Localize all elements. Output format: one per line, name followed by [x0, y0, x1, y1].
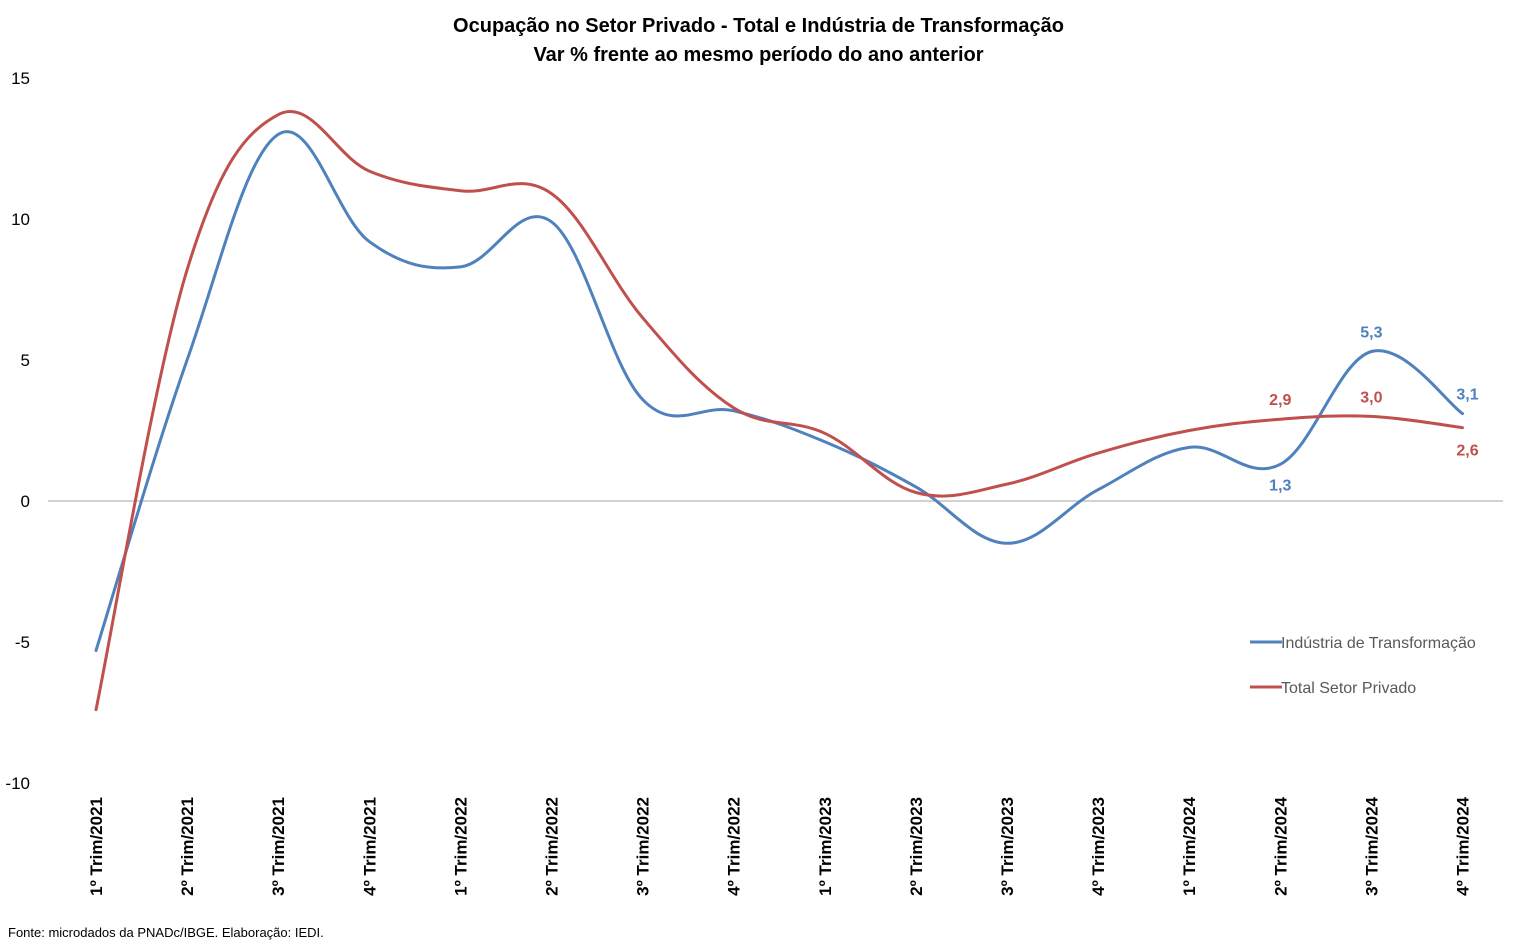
legend: Indústria de Transformação Total Setor Pr… — [1250, 635, 1476, 697]
x-tick-label: 2º Trim/2023 — [907, 797, 926, 896]
series-line-2 — [94, 110, 1464, 712]
y-tick-label: 10 — [11, 210, 30, 229]
x-tick-label: 4º Trim/2021 — [360, 797, 379, 896]
x-tick-label: 4º Trim/2024 — [1454, 796, 1473, 895]
x-tick-label: 4º Trim/2023 — [1089, 797, 1108, 896]
x-tick-label: 3º Trim/2024 — [1362, 796, 1381, 895]
x-tick-label: 1º Trim/2024 — [1180, 796, 1199, 895]
legend-label-2: Total Setor Privado — [1281, 680, 1416, 697]
y-tick-label: -5 — [15, 633, 30, 652]
x-tick-label: 3º Trim/2023 — [998, 797, 1017, 896]
data-label: 3,1 — [1456, 387, 1478, 404]
y-axis: 15 10 5 0 -5 -10 — [5, 69, 30, 793]
x-tick-label: 1º Trim/2023 — [816, 797, 835, 896]
data-label: 3,0 — [1360, 389, 1382, 406]
legend-label-1: Indústria de Transformação — [1281, 635, 1476, 652]
data-label: 5,3 — [1360, 325, 1382, 342]
x-tick-label: 1º Trim/2022 — [451, 797, 470, 896]
source-note: Fonte: microdados da PNADc/IBGE. Elabora… — [8, 925, 324, 940]
series-group — [94, 110, 1464, 712]
data-labels: 1,3 5,3 3,1 2,9 3,0 2,6 — [1269, 325, 1479, 495]
data-label: 2,9 — [1269, 392, 1291, 409]
x-tick-label: 2º Trim/2024 — [1271, 796, 1290, 895]
y-tick-label: 5 — [21, 351, 30, 370]
x-axis: 1º Trim/2021 2º Trim/2021 3º Trim/2021 4º T… — [87, 796, 1473, 895]
chart-title-block: Ocupação no Setor Privado - Total e Indú… — [0, 12, 1517, 70]
x-tick-label: 2º Trim/2022 — [543, 797, 562, 896]
x-tick-label: 2º Trim/2021 — [178, 797, 197, 896]
y-tick-label: 0 — [21, 492, 30, 511]
chart-title: Ocupação no Setor Privado - Total e Indú… — [453, 15, 1064, 37]
x-tick-label: 4º Trim/2022 — [725, 797, 744, 896]
x-tick-label: 1º Trim/2021 — [87, 797, 106, 896]
y-tick-label: 15 — [11, 69, 30, 88]
series-line-1 — [94, 130, 1464, 652]
x-tick-label: 3º Trim/2021 — [269, 797, 288, 896]
chart-subtitle: Var % frente ao mesmo período do ano ant… — [533, 44, 984, 66]
data-label: 1,3 — [1269, 477, 1291, 494]
x-tick-label: 3º Trim/2022 — [634, 797, 653, 896]
data-label: 2,6 — [1456, 443, 1478, 460]
y-tick-label: -10 — [5, 774, 30, 793]
